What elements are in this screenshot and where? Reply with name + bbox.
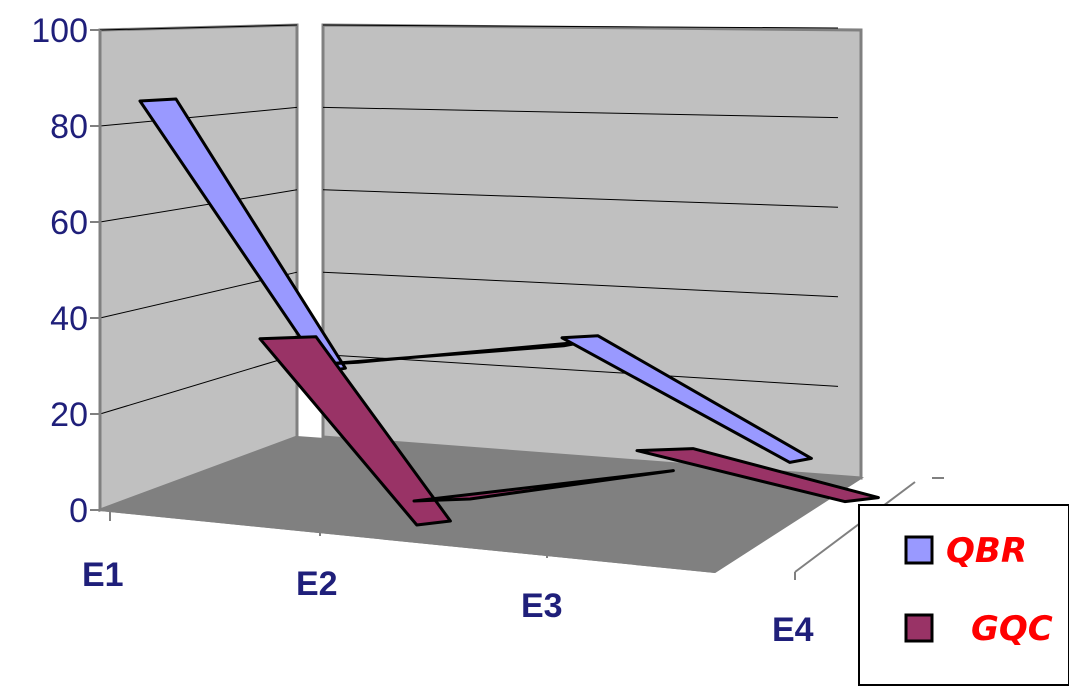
x-tick-label: E1 [82, 556, 124, 594]
ribbon-segment-gqc [412, 469, 675, 503]
gridline-left [99, 24, 298, 31]
legend: QBR GQC [858, 504, 1069, 686]
x-tick-label: E3 [521, 587, 563, 625]
x-tick-label: E2 [296, 565, 338, 603]
y-axis: 0 20 40 60 80 100 [31, 12, 102, 530]
gridline-left [99, 189, 298, 223]
legend-swatch-gqc [904, 613, 934, 643]
back-wall [321, 23, 863, 480]
y-tick-label: 0 [69, 492, 88, 530]
x-axis: E1 E2 E3 E4 [82, 509, 814, 649]
gridline-back [322, 189, 839, 208]
legend-box [858, 504, 1069, 686]
ribbon-segment-qbr [560, 334, 813, 464]
gridline-back [322, 24, 839, 29]
legend-swatch-qbr [904, 535, 934, 565]
gridline-back [322, 106, 839, 119]
y-tick-label: 100 [31, 12, 88, 50]
legend-label-qbr: QBR [946, 531, 1027, 571]
y-tick-label: 20 [50, 396, 88, 434]
gridline-left [99, 354, 298, 415]
ribbon-segment-gqc [635, 447, 880, 504]
x-tick-label: E4 [772, 611, 814, 649]
gridline-left [99, 106, 298, 127]
y-tick-label: 80 [50, 108, 88, 146]
gridline-back [322, 271, 839, 298]
gridline-back [322, 354, 839, 387]
legend-label-gqc: GQC [971, 609, 1053, 649]
y-tick-label: 40 [50, 300, 88, 338]
series-ribbons [138, 97, 880, 527]
ribbon-segment-qbr [138, 97, 347, 374]
y-tick-label: 60 [50, 204, 88, 242]
depth-axis-line [794, 481, 916, 573]
ribbon-segment-gqc [258, 335, 452, 527]
gridlines [99, 24, 839, 415]
x-axis-line [99, 509, 716, 573]
